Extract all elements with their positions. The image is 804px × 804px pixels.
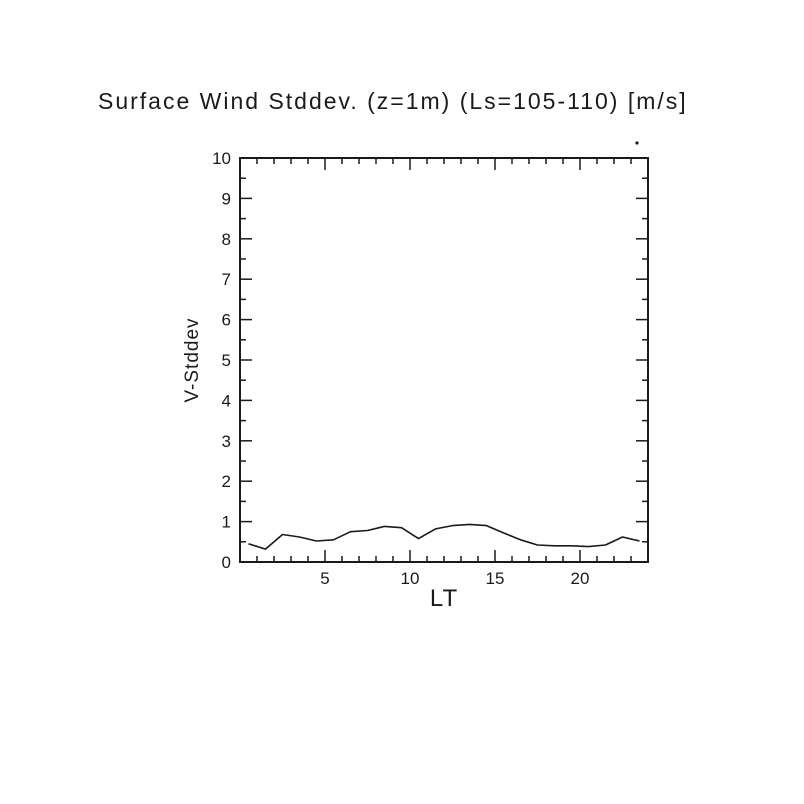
x-tick-label: 10 xyxy=(401,569,420,588)
y-axis-label: V-Stddev xyxy=(182,317,203,402)
y-ticks xyxy=(240,177,648,543)
y-tick-label: 8 xyxy=(222,230,231,249)
y-tick-label: 4 xyxy=(222,391,231,410)
y-tick-label: 9 xyxy=(222,189,231,208)
y-tick-label: 1 xyxy=(222,513,231,532)
y-tick-labels: 0 1 2 3 4 5 6 7 8 9 10 xyxy=(212,149,231,572)
x-tick-label: 5 xyxy=(320,569,329,588)
y-tick-label: 6 xyxy=(222,311,231,330)
y-tick-label: 3 xyxy=(222,432,231,451)
series-line xyxy=(248,523,640,550)
x-tick-labels: 5 10 15 20 xyxy=(320,569,589,588)
x-tick-label: 15 xyxy=(486,569,505,588)
y-tick-label: 0 xyxy=(222,553,231,572)
y-tick-label: 7 xyxy=(222,270,231,289)
x-axis-label: LT xyxy=(430,585,458,612)
x-ticks xyxy=(256,158,632,562)
stray-dot xyxy=(635,141,639,145)
y-tick-label: 10 xyxy=(212,149,231,168)
y-tick-label: 2 xyxy=(222,472,231,491)
axes-box xyxy=(239,157,649,563)
chart-title: Surface Wind Stddev. (z=1m) (Ls=105-110)… xyxy=(98,88,688,114)
axis-titles: LT V-Stddev xyxy=(182,317,458,612)
data-series xyxy=(248,523,640,550)
y-tick-label: 5 xyxy=(222,351,231,370)
x-tick-label: 20 xyxy=(571,569,590,588)
